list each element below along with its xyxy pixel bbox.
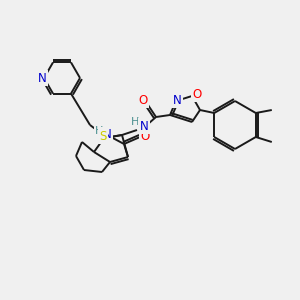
Text: H: H	[131, 117, 139, 127]
Text: N: N	[103, 128, 111, 142]
Text: O: O	[140, 130, 150, 142]
Text: N: N	[172, 94, 182, 106]
Text: O: O	[192, 88, 202, 100]
Text: S: S	[99, 130, 107, 142]
Text: H: H	[95, 126, 103, 136]
Text: O: O	[138, 94, 148, 106]
Text: N: N	[140, 119, 148, 133]
Text: N: N	[38, 71, 46, 85]
